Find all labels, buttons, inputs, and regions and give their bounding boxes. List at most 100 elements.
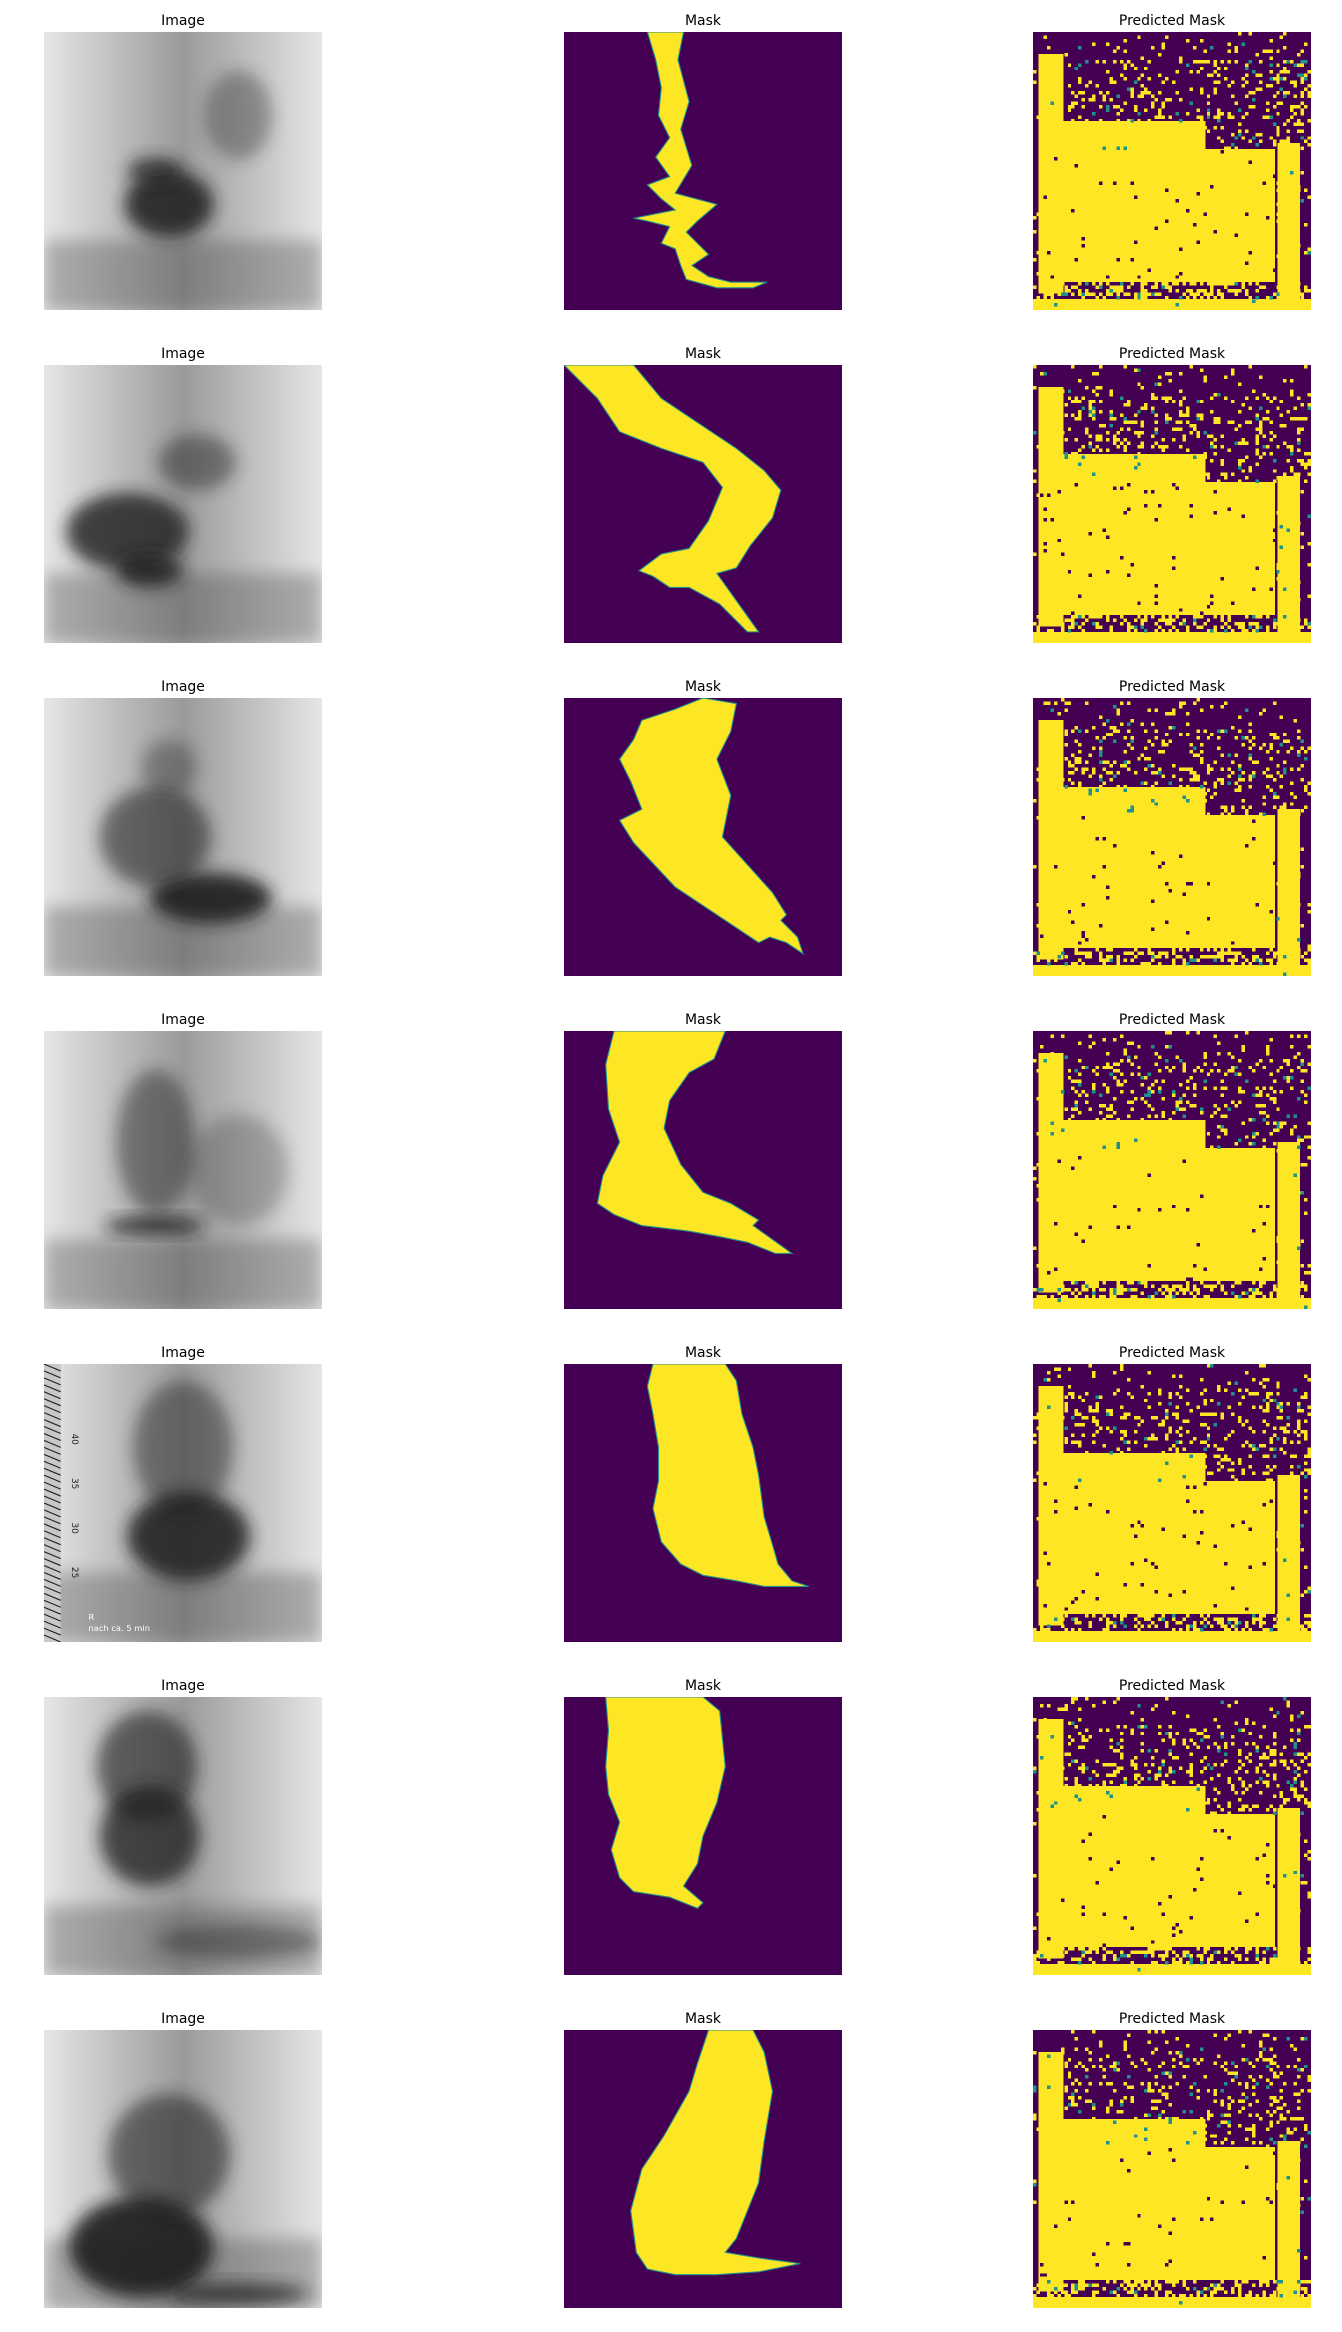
contrast-region — [107, 2093, 231, 2217]
mask-region — [618, 698, 805, 956]
prediction-noise — [1033, 1697, 1311, 1975]
contrast-region — [99, 1785, 200, 1887]
prediction-noise — [1033, 2030, 1311, 2308]
mask-panel: Mask — [564, 1011, 842, 1311]
predicted-mask-image — [1033, 1031, 1311, 1309]
mask-image — [564, 1697, 842, 1975]
xray-image — [44, 1697, 322, 1975]
ruler-label: 35 — [69, 1478, 79, 1489]
predicted-region — [1033, 2052, 1311, 2308]
mask-region — [605, 1697, 726, 1909]
contrast-region — [127, 1491, 250, 1581]
image-title: Image — [161, 13, 205, 29]
contrast-region — [157, 434, 236, 491]
prediction-noise — [1033, 365, 1311, 643]
predicted-region — [1033, 387, 1311, 643]
predicted-region — [1033, 1719, 1311, 1975]
contrast-region — [66, 492, 189, 571]
xray-image — [44, 1031, 322, 1309]
mask-region — [564, 365, 782, 633]
mask-panel: Mask — [564, 678, 842, 978]
mask-panel: Mask — [564, 1677, 842, 1977]
mask-title: Mask — [684, 346, 722, 362]
ruler-label: 25 — [69, 1567, 79, 1578]
contrast-region — [132, 1380, 234, 1515]
mask-region — [596, 1031, 794, 1254]
predicted-mask-image — [1033, 2030, 1311, 2308]
predicted-mask-title: Predicted Mask — [1118, 1345, 1226, 1361]
mask-image — [564, 698, 842, 976]
mask-region — [630, 2030, 801, 2276]
contrast-region — [105, 1217, 206, 1234]
xray-image — [44, 698, 322, 976]
mask-region — [633, 32, 768, 289]
xray-panel: Image — [44, 12, 322, 312]
mask-title: Mask — [684, 679, 722, 695]
image-annotation: nach ca. 5 min — [88, 1623, 150, 1633]
predicted-mask-panel: Predicted Mask — [1033, 345, 1311, 645]
predicted-mask-title: Predicted Mask — [1118, 346, 1226, 362]
ruler-marker: R — [88, 1612, 94, 1622]
contrast-region — [205, 70, 272, 160]
predicted-mask-image — [1033, 1364, 1311, 1642]
contrast-region — [116, 1069, 195, 1215]
prediction-noise — [1033, 1031, 1311, 1309]
prediction-noise — [1033, 1364, 1311, 1642]
xray-image — [44, 32, 322, 310]
xray-panel: Image — [44, 345, 322, 645]
mask-image — [564, 32, 842, 310]
xray-panel: Image — [44, 2010, 322, 2310]
predicted-mask-image — [1033, 1697, 1311, 1975]
contrast-region — [69, 2196, 214, 2297]
predicted-mask-panel: Predicted Mask — [1033, 1011, 1311, 1311]
contrast-region — [99, 786, 211, 888]
ruler-label: 30 — [69, 1522, 79, 1534]
predicted-mask-title: Predicted Mask — [1118, 13, 1226, 29]
contrast-region — [149, 873, 272, 924]
mask-image — [564, 1364, 842, 1642]
mask-image — [564, 365, 842, 643]
predicted-mask-panel: Predicted Mask — [1033, 2010, 1311, 2310]
predicted-mask-image — [1033, 32, 1311, 310]
contrast-region — [124, 171, 214, 238]
prediction-noise — [1033, 32, 1311, 310]
xray-panel: Image — [44, 1677, 322, 1977]
image-title: Image — [161, 2011, 205, 2027]
ruler — [44, 1364, 61, 1642]
image-title: Image — [161, 346, 205, 362]
predicted-mask-panel: Predicted Mask — [1033, 678, 1311, 978]
xray-panel: Image — [44, 1011, 322, 1311]
mask-panel: Mask — [564, 12, 842, 312]
mask-region — [646, 1364, 809, 1587]
image-title: Image — [161, 679, 205, 695]
xray-image — [44, 2030, 322, 2308]
predicted-region — [1033, 720, 1311, 976]
mask-panel: Mask — [564, 345, 842, 645]
ruler-label: 40 — [69, 1434, 79, 1446]
contrast-region — [116, 554, 183, 588]
predicted-mask-panel: Predicted Mask — [1033, 12, 1311, 312]
mask-image — [564, 2030, 842, 2308]
mask-title: Mask — [684, 1678, 722, 1694]
mask-panel: Mask — [564, 1344, 842, 1644]
predicted-mask-title: Predicted Mask — [1118, 2011, 1226, 2027]
xray-image — [44, 365, 322, 643]
image-title: Image — [161, 1345, 205, 1361]
predicted-mask-panel: Predicted Mask — [1033, 1344, 1311, 1644]
mask-title: Mask — [684, 1345, 722, 1361]
contrast-region — [141, 739, 197, 796]
mask-panel: Mask — [564, 2010, 842, 2310]
contrast-region — [127, 157, 183, 185]
mask-title: Mask — [684, 13, 722, 29]
predicted-mask-title: Predicted Mask — [1118, 1012, 1226, 1028]
predicted-mask-title: Predicted Mask — [1118, 1678, 1226, 1694]
image-title: Image — [161, 1678, 205, 1694]
predicted-region — [1033, 1386, 1311, 1642]
image-title: Image — [161, 1012, 205, 1028]
prediction-noise — [1033, 698, 1311, 976]
mask-image — [564, 1031, 842, 1309]
contrast-region — [188, 1114, 289, 1226]
